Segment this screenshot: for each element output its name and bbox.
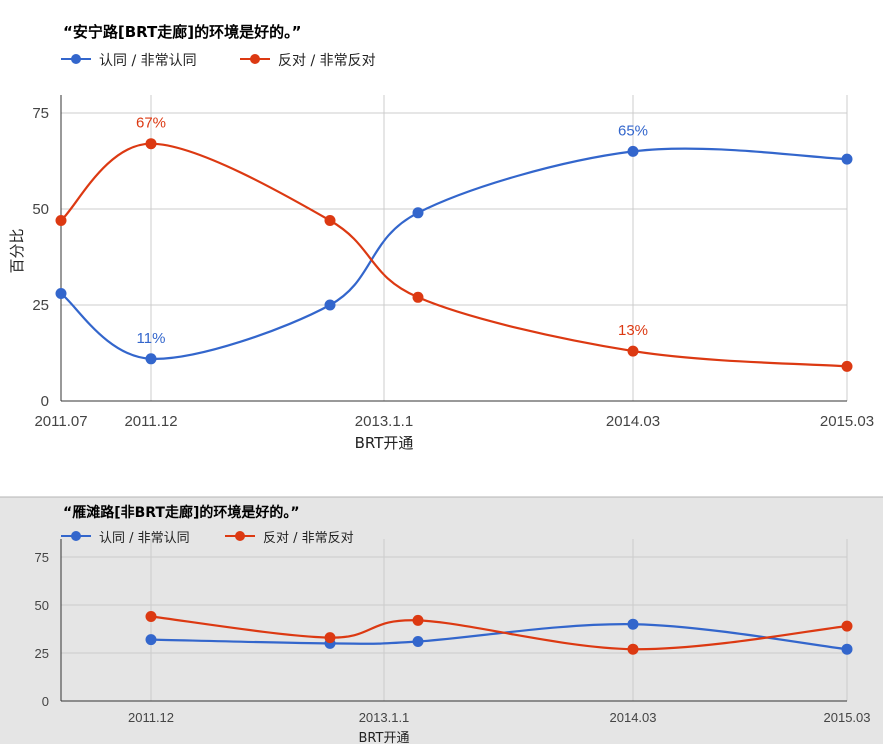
y-tick-label: 0 <box>42 694 49 709</box>
legend-label: 反对 / 非常反对 <box>278 53 376 69</box>
data-point[interactable] <box>412 636 424 647</box>
chart-background <box>0 497 883 744</box>
series-1: 11% 65% <box>55 122 853 365</box>
chart-title: “安宁路[BRT走廊]的环境是好的。” <box>63 23 301 41</box>
y-tick-label: 75 <box>32 105 49 122</box>
data-point[interactable] <box>627 145 639 157</box>
legend-marker <box>71 531 81 541</box>
x-tick-label: 2011.12 <box>124 413 177 430</box>
data-label: 13% <box>618 322 648 339</box>
x-tick-label: 2011.07 <box>34 413 87 430</box>
y-tick-label: 25 <box>35 646 49 661</box>
data-point[interactable] <box>627 618 639 630</box>
legend-marker <box>250 54 260 64</box>
x-tick-label: 2013.1.1 <box>359 710 410 725</box>
data-label: 67% <box>136 115 166 132</box>
data-point[interactable] <box>145 353 157 365</box>
chart-title: “雁滩路[非BRT走廊]的环境是好的。” <box>63 504 300 521</box>
x-tick-label: 2014.03 <box>610 710 657 725</box>
data-label: 11% <box>137 330 166 347</box>
data-point[interactable] <box>324 215 336 226</box>
data-point[interactable] <box>324 299 336 311</box>
data-point[interactable] <box>55 215 67 226</box>
x-tick-label: 2015.03 <box>824 710 871 725</box>
data-point[interactable] <box>412 614 424 626</box>
data-point[interactable] <box>145 138 157 150</box>
y-tick-label: 50 <box>35 598 49 613</box>
data-point[interactable] <box>324 632 336 644</box>
data-point[interactable] <box>145 611 157 622</box>
series-2: 67% 13% <box>55 115 853 372</box>
legend-marker <box>235 531 245 541</box>
legend-label: 反对 / 非常反对 <box>263 531 354 546</box>
legend-label: 认同 / 非常认同 <box>99 53 197 69</box>
chart-background <box>0 0 883 462</box>
series-line <box>150 623 848 651</box>
y-axis-title: 百分比 <box>8 228 26 273</box>
x-tick-label: 2015.03 <box>820 413 874 430</box>
x-tick-label: 2014.03 <box>606 413 660 430</box>
data-point[interactable] <box>841 153 853 165</box>
y-tick-label: 75 <box>35 550 49 565</box>
series-line <box>150 615 848 651</box>
x-tick-label: 2011.12 <box>128 710 174 725</box>
x-axis-title: BRT开通 <box>359 731 410 744</box>
data-point[interactable] <box>412 207 424 219</box>
data-point[interactable] <box>145 634 157 646</box>
data-point[interactable] <box>55 288 67 299</box>
data-label: 65% <box>618 122 648 139</box>
legend-item-1[interactable]: 认同 / 非常认同 <box>61 53 197 69</box>
chart-1: 0 25 50 75 2011.07 2011.12 2013.1.1 2014.03 2015… <box>0 0 883 462</box>
data-point[interactable] <box>412 291 424 303</box>
chart-2: 0 25 50 75 2011.12 2013.1.1 2014.03 2015.03 BRT开… <box>0 496 883 744</box>
legend-item-2[interactable]: 反对 / 非常反对 <box>240 53 376 69</box>
data-point[interactable] <box>841 643 853 655</box>
data-point[interactable] <box>627 345 639 357</box>
data-point[interactable] <box>841 360 853 372</box>
legend-marker <box>71 54 81 64</box>
legend-item-1[interactable]: 认同 / 非常认同 <box>61 531 190 546</box>
legend-label: 认同 / 非常认同 <box>99 531 190 546</box>
x-tick-label: 2013.1.1 <box>355 413 413 430</box>
data-point[interactable] <box>841 620 853 632</box>
x-axis-title: BRT开通 <box>355 434 414 452</box>
data-point[interactable] <box>627 643 639 655</box>
y-tick-label: 25 <box>32 297 49 314</box>
legend-item-2[interactable]: 反对 / 非常反对 <box>225 531 354 546</box>
series-2 <box>145 611 853 655</box>
y-tick-label: 50 <box>32 201 49 218</box>
y-tick-label: 0 <box>41 393 49 410</box>
